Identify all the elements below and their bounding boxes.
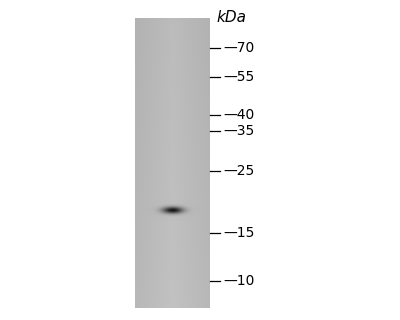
Text: —10: —10 (223, 274, 254, 288)
Text: —15: —15 (223, 226, 254, 240)
Text: —25: —25 (223, 164, 254, 179)
Text: —70: —70 (223, 41, 254, 55)
Text: —40: —40 (223, 108, 254, 122)
Text: kDa: kDa (216, 10, 246, 25)
Text: —35: —35 (223, 124, 254, 138)
Text: —55: —55 (223, 70, 254, 84)
